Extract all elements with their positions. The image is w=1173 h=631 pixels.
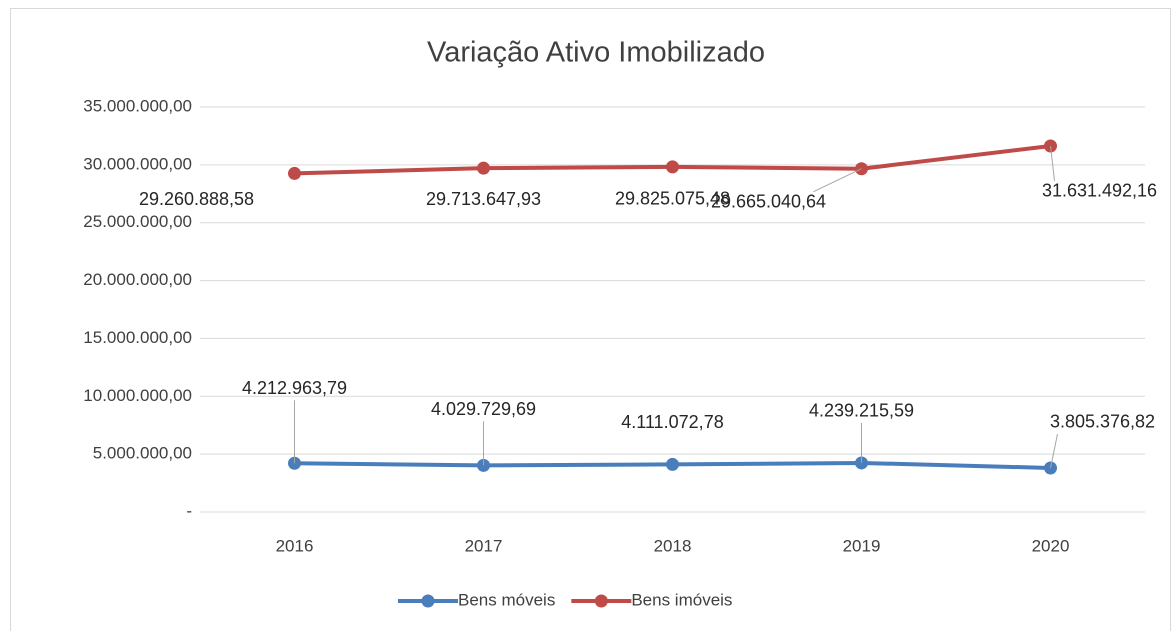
- data-point: [666, 160, 679, 174]
- y-tick-label: 15.000.000,00: [83, 328, 192, 347]
- x-tick-label: 2020: [1032, 536, 1070, 555]
- x-tick-label: 2018: [654, 536, 692, 555]
- data-label: 29.260.888,58: [139, 189, 254, 209]
- leader-line: [1050, 145, 1055, 182]
- data-label: 31.631.492,16: [1042, 181, 1157, 201]
- leader-line: [813, 168, 862, 193]
- y-tick-label: 10.000.000,00: [83, 386, 192, 405]
- chart-frame: [10, 8, 1171, 631]
- data-label: 3.805.376,82: [1050, 412, 1155, 432]
- data-label: 29.713.647,93: [426, 189, 541, 209]
- legend-label: Bens móveis: [458, 590, 555, 609]
- data-label: 4.239.215,59: [809, 401, 914, 421]
- data-point: [288, 166, 301, 180]
- data-label: 29.825.075,48: [615, 189, 730, 209]
- legend-label: Bens imóveis: [631, 590, 732, 609]
- data-point: [666, 457, 679, 471]
- data-label: 29.665.040,64: [711, 191, 826, 211]
- chart-title: Variação Ativo Imobilizado: [427, 37, 765, 69]
- x-tick-label: 2017: [465, 536, 503, 555]
- leader-line: [1050, 433, 1058, 469]
- x-tick-label: 2019: [843, 536, 881, 555]
- data-label: 4.111.072,78: [621, 412, 723, 432]
- data-label: 4.029.729,69: [431, 399, 536, 419]
- y-tick-label: 35.000.000,00: [83, 96, 192, 115]
- y-tick-label: 20.000.000,00: [83, 270, 192, 289]
- data-label: 4.212.963,79: [242, 378, 347, 398]
- y-tick-label: 5.000.000,00: [93, 444, 192, 463]
- legend-marker: [421, 594, 435, 608]
- data-point: [477, 161, 490, 175]
- y-tick-label: 30.000.000,00: [83, 154, 192, 173]
- legend-marker: [594, 594, 608, 608]
- y-tick-label: 25.000.000,00: [83, 212, 192, 231]
- x-tick-label: 2016: [276, 536, 314, 555]
- y-tick-label: -: [186, 501, 192, 520]
